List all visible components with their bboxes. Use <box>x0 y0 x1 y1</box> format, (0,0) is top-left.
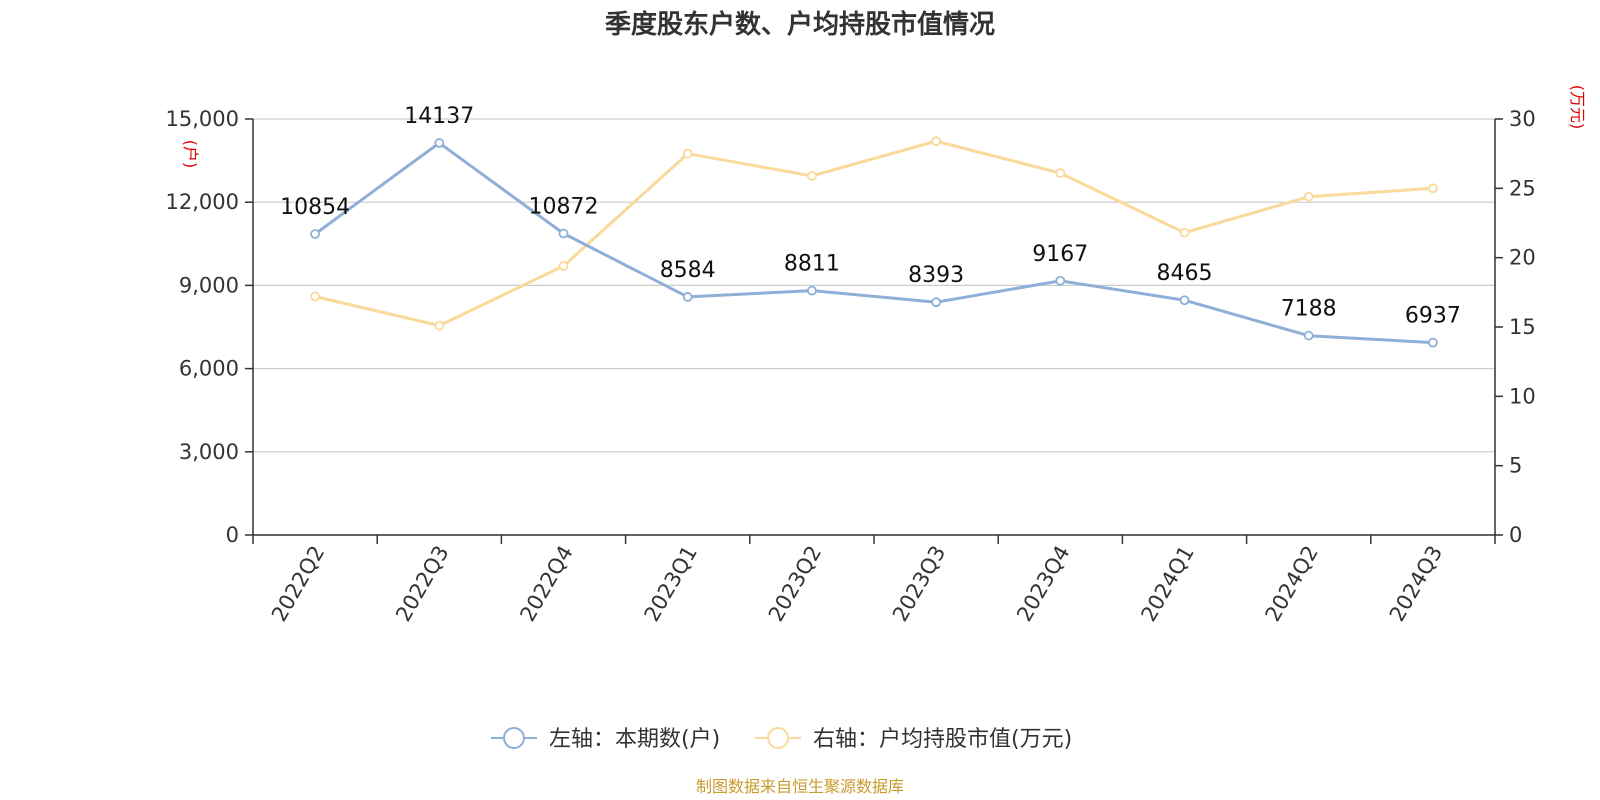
right-axis-unit: (万元) <box>1568 85 1587 130</box>
left-tick-label: 6,000 <box>179 357 239 381</box>
legend-label-left: 左轴：本期数(户) <box>549 727 720 752</box>
left-tick-label: 9,000 <box>179 273 239 297</box>
data-label: 10854 <box>280 195 350 220</box>
legend-marker-icon <box>503 727 525 749</box>
data-point[interactable] <box>1303 330 1314 341</box>
data-point[interactable] <box>931 136 941 147</box>
left-tick-label: 3,000 <box>179 440 239 464</box>
data-label: 6937 <box>1405 304 1461 329</box>
data-label: 8811 <box>784 252 840 277</box>
series-line <box>314 139 1434 328</box>
data-label: 8465 <box>1157 261 1213 286</box>
data-label: 9167 <box>1032 242 1088 267</box>
x-tick-label: 2024Q1 <box>1136 542 1198 626</box>
data-point[interactable] <box>558 261 569 271</box>
legend-item-left[interactable]: 左轴：本期数(户) <box>491 727 720 752</box>
left-axis-ticks: 0 3,000 6,000 9,000 12,000 15,000 <box>166 107 253 547</box>
data-point[interactable] <box>1179 295 1190 306</box>
data-point[interactable] <box>682 148 693 159</box>
right-tick-label: 5 <box>1509 454 1522 478</box>
left-tick-label: 15,000 <box>166 107 239 131</box>
right-tick-label: 15 <box>1509 315 1536 339</box>
data-point[interactable] <box>558 228 569 239</box>
chart-title: 季度股东户数、户均持股市值情况 <box>605 9 995 40</box>
left-tick-label: 0 <box>226 523 239 547</box>
series-right-avg-holding-value <box>310 136 1438 331</box>
data-point[interactable] <box>1428 183 1438 194</box>
data-point[interactable] <box>807 285 817 296</box>
right-tick-label: 30 <box>1509 107 1536 131</box>
data-point[interactable] <box>434 320 445 331</box>
data-label: 14137 <box>404 104 474 129</box>
x-tick-label: 2023Q3 <box>888 542 950 626</box>
right-axis-ticks: 0 5 10 15 20 25 30 <box>1495 107 1536 547</box>
x-tick-label: 2022Q4 <box>515 542 577 626</box>
data-label: 8393 <box>908 263 964 288</box>
data-point[interactable] <box>931 297 941 308</box>
data-point[interactable] <box>1055 168 1066 178</box>
data-point[interactable] <box>1055 275 1066 286</box>
data-point[interactable] <box>310 229 321 239</box>
x-tick-label: 2023Q4 <box>1012 542 1074 626</box>
left-axis-unit: (户) <box>181 140 200 169</box>
data-labels: 10854 14137 10872 8584 8811 8393 9167 8465 7188 6… <box>280 104 1461 329</box>
legend-marker-icon <box>767 727 789 749</box>
x-tick-label: 2024Q3 <box>1385 542 1447 626</box>
legend-label-right: 右轴：户均持股市值(万元) <box>813 727 1072 752</box>
data-label: 10872 <box>529 194 599 219</box>
data-label: 8584 <box>660 258 716 283</box>
legend-item-right[interactable]: 右轴：户均持股市值(万元) <box>755 727 1072 752</box>
data-label: 7188 <box>1281 297 1337 322</box>
x-tick-label: 2022Q2 <box>267 542 329 626</box>
right-tick-label: 10 <box>1509 384 1536 408</box>
data-point[interactable] <box>1428 337 1438 348</box>
series-left-shareholder-count <box>310 138 1438 348</box>
x-tick-label: 2024Q2 <box>1261 542 1323 626</box>
data-source-note: 制图数据来自恒生聚源数据库 <box>696 777 904 796</box>
data-point[interactable] <box>1179 227 1190 238</box>
x-tick-label: 2022Q3 <box>391 542 453 626</box>
series-line <box>314 141 1433 345</box>
right-tick-label: 25 <box>1509 176 1536 200</box>
right-tick-label: 0 <box>1509 523 1522 547</box>
data-point[interactable] <box>682 292 693 302</box>
right-tick-label: 20 <box>1509 246 1536 270</box>
data-point[interactable] <box>434 138 445 148</box>
x-axis-ticks: 2022Q2 2022Q3 2022Q4 2023Q1 2023Q2 2023Q3 2023… <box>252 535 1496 626</box>
x-tick-label: 2023Q1 <box>640 542 702 626</box>
legend: 左轴：本期数(户) 右轴：户均持股市值(万元) <box>491 727 1072 752</box>
data-point[interactable] <box>1303 191 1314 202</box>
data-point[interactable] <box>807 170 817 181</box>
data-point[interactable] <box>310 291 321 302</box>
x-tick-label: 2023Q2 <box>764 542 826 626</box>
left-tick-label: 12,000 <box>166 190 239 214</box>
